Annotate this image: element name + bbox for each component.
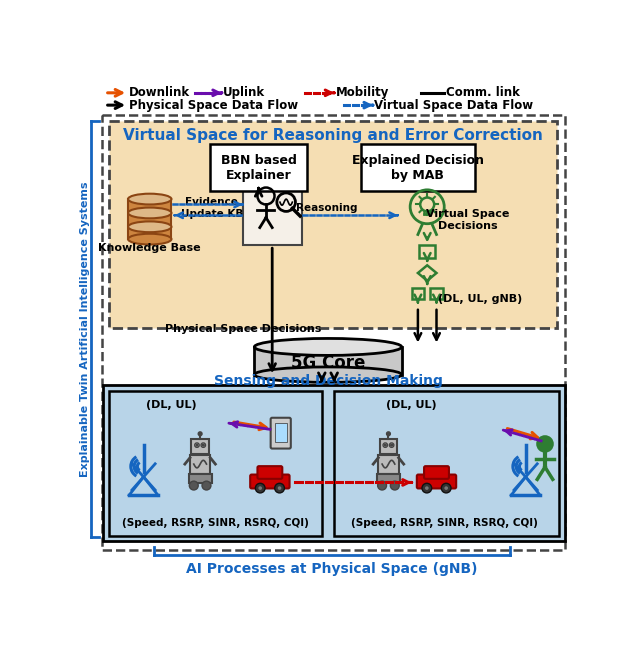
Circle shape — [198, 432, 202, 436]
Ellipse shape — [254, 338, 402, 355]
Bar — [109, 391, 322, 536]
Text: Virtual Space
Decisions: Virtual Space Decisions — [426, 209, 509, 231]
Circle shape — [389, 443, 394, 447]
Text: (DL, UL): (DL, UL) — [146, 399, 196, 410]
Bar — [128, 227, 172, 239]
Text: Explained Decision
by MAB: Explained Decision by MAB — [352, 153, 484, 182]
Text: Uplink: Uplink — [223, 86, 266, 99]
FancyBboxPatch shape — [417, 474, 456, 488]
Text: Mobility: Mobility — [336, 86, 389, 99]
Text: Explainable Twin Artificial Intelligence Systems: Explainable Twin Artificial Intelligence… — [81, 182, 90, 477]
Bar — [103, 386, 565, 541]
Text: AI Processes at Physical Space (gNB): AI Processes at Physical Space (gNB) — [186, 562, 477, 576]
Circle shape — [537, 436, 553, 451]
Text: Physical Space Data Flow: Physical Space Data Flow — [129, 99, 298, 112]
Ellipse shape — [128, 207, 172, 218]
Text: Evidence: Evidence — [186, 197, 238, 207]
Circle shape — [202, 481, 211, 490]
Circle shape — [442, 484, 451, 493]
Bar — [430, 288, 443, 299]
Text: 5G Core: 5G Core — [291, 354, 365, 372]
Bar — [334, 391, 559, 536]
Ellipse shape — [128, 193, 172, 205]
Circle shape — [384, 444, 386, 446]
Bar — [210, 143, 307, 191]
Text: Update KB: Update KB — [180, 209, 243, 218]
Text: BBN based
Explainer: BBN based Explainer — [221, 153, 296, 182]
Circle shape — [189, 481, 198, 490]
Bar — [189, 474, 212, 483]
Text: Sensing and Decision Making: Sensing and Decision Making — [214, 374, 442, 388]
Bar — [190, 455, 211, 474]
Text: Virtual Space Data Flow: Virtual Space Data Flow — [374, 99, 534, 112]
Ellipse shape — [254, 367, 402, 382]
Bar — [380, 439, 397, 454]
Bar — [128, 213, 172, 225]
Bar — [254, 347, 402, 374]
Circle shape — [390, 444, 392, 446]
Bar — [378, 455, 399, 474]
Bar — [377, 474, 400, 483]
Bar — [412, 288, 424, 299]
Circle shape — [275, 484, 284, 493]
Circle shape — [201, 443, 205, 447]
Bar — [275, 423, 287, 442]
FancyBboxPatch shape — [257, 466, 282, 479]
Bar — [243, 184, 301, 245]
Ellipse shape — [128, 221, 172, 232]
Circle shape — [196, 444, 198, 446]
Circle shape — [387, 432, 390, 436]
Text: Downlink: Downlink — [129, 86, 190, 99]
FancyBboxPatch shape — [250, 474, 289, 488]
Circle shape — [383, 443, 387, 447]
Text: (DL, UL): (DL, UL) — [387, 399, 437, 410]
Circle shape — [255, 484, 265, 493]
Circle shape — [425, 486, 429, 490]
Bar — [109, 121, 557, 328]
Ellipse shape — [128, 234, 172, 245]
Text: Physical Space Decisions: Physical Space Decisions — [164, 324, 321, 334]
Text: Comm. link: Comm. link — [446, 86, 520, 99]
Bar — [191, 439, 209, 454]
Bar — [128, 199, 172, 211]
Text: Knowledge Base: Knowledge Base — [99, 243, 201, 253]
Circle shape — [202, 444, 204, 446]
Text: Reasoning: Reasoning — [296, 203, 357, 213]
Circle shape — [259, 486, 262, 490]
Bar — [102, 115, 565, 550]
Text: (Speed, RSRP, SINR, RSRQ, CQI): (Speed, RSRP, SINR, RSRQ, CQI) — [351, 519, 538, 528]
Circle shape — [444, 486, 448, 490]
Bar — [419, 245, 435, 257]
Bar — [360, 143, 476, 191]
Text: (Speed, RSRP, SINR, RSRQ, CQI): (Speed, RSRP, SINR, RSRQ, CQI) — [122, 519, 309, 528]
FancyBboxPatch shape — [424, 466, 449, 479]
Circle shape — [422, 484, 431, 493]
FancyBboxPatch shape — [271, 418, 291, 449]
Text: (DL, UL, gNB): (DL, UL, gNB) — [438, 294, 522, 304]
Text: Virtual Space for Reasoning and Error Correction: Virtual Space for Reasoning and Error Co… — [124, 128, 543, 143]
Circle shape — [378, 481, 387, 490]
Circle shape — [278, 486, 282, 490]
Circle shape — [195, 443, 199, 447]
Circle shape — [390, 481, 399, 490]
